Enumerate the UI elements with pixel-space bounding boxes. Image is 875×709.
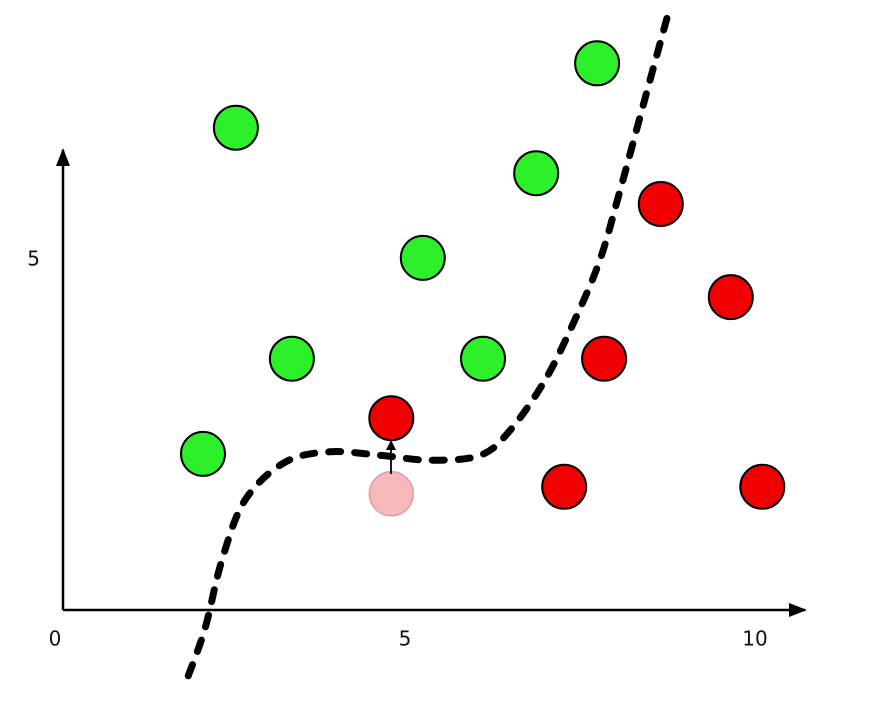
point bbox=[399, 234, 446, 281]
x-tick-label: 5 bbox=[399, 627, 412, 651]
point bbox=[574, 40, 621, 87]
point bbox=[541, 463, 588, 510]
y-tick-label: 5 bbox=[27, 247, 40, 271]
point bbox=[513, 150, 560, 197]
point bbox=[739, 463, 786, 510]
point bbox=[368, 471, 415, 517]
point bbox=[581, 335, 628, 382]
point bbox=[637, 181, 684, 227]
point bbox=[368, 395, 415, 442]
point bbox=[460, 335, 506, 382]
plot: 0 5 10 5 bbox=[27, 11, 786, 680]
x-tick-label: 0 bbox=[49, 627, 62, 651]
point bbox=[180, 430, 226, 477]
x-tick-label: 10 bbox=[742, 627, 767, 651]
point bbox=[268, 335, 315, 382]
decision-boundary bbox=[184, 11, 672, 680]
point bbox=[212, 104, 259, 151]
point bbox=[707, 274, 754, 321]
